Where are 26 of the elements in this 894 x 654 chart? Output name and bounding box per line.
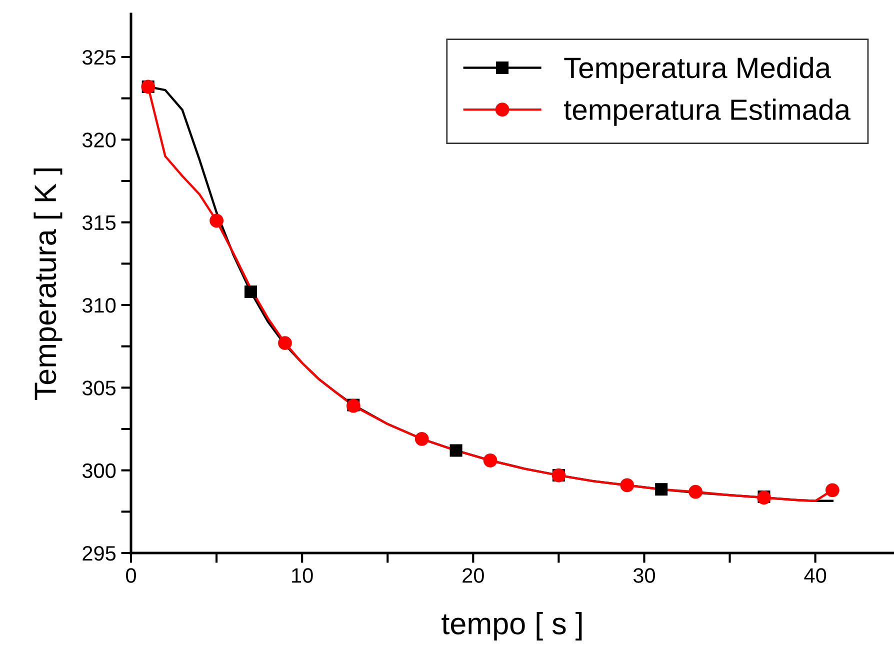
point (244, 286, 258, 298)
x-tick-label: 30 (633, 568, 655, 583)
x-axis-title: tempo [ s ] (442, 612, 582, 640)
legend-label: temperatura Estimada (564, 98, 850, 126)
point (414, 432, 429, 446)
point (210, 214, 224, 228)
x-tick-label: 40 (804, 568, 826, 583)
y-tick-label: 300 (82, 463, 116, 478)
x-tick-label: 10 (292, 568, 313, 583)
y-tick-label: 315 (82, 215, 116, 230)
point (655, 483, 668, 496)
y-tick-label: 325 (82, 50, 116, 65)
point (278, 336, 292, 350)
y-tick-label: 295 (82, 546, 116, 561)
y-tick-label: 310 (82, 298, 116, 313)
point (450, 444, 462, 457)
y-axis-title: Temperatura [ K ] (34, 168, 62, 400)
x-tick-label: 20 (462, 568, 484, 583)
x-tick-label: 0 (126, 568, 136, 583)
legend-label: Temperatura Medida (564, 56, 832, 84)
point (825, 483, 840, 498)
point (688, 484, 702, 499)
point (620, 478, 634, 492)
y-tick-label: 305 (82, 380, 116, 396)
point (483, 453, 498, 468)
y-tick-label: 320 (82, 132, 116, 148)
